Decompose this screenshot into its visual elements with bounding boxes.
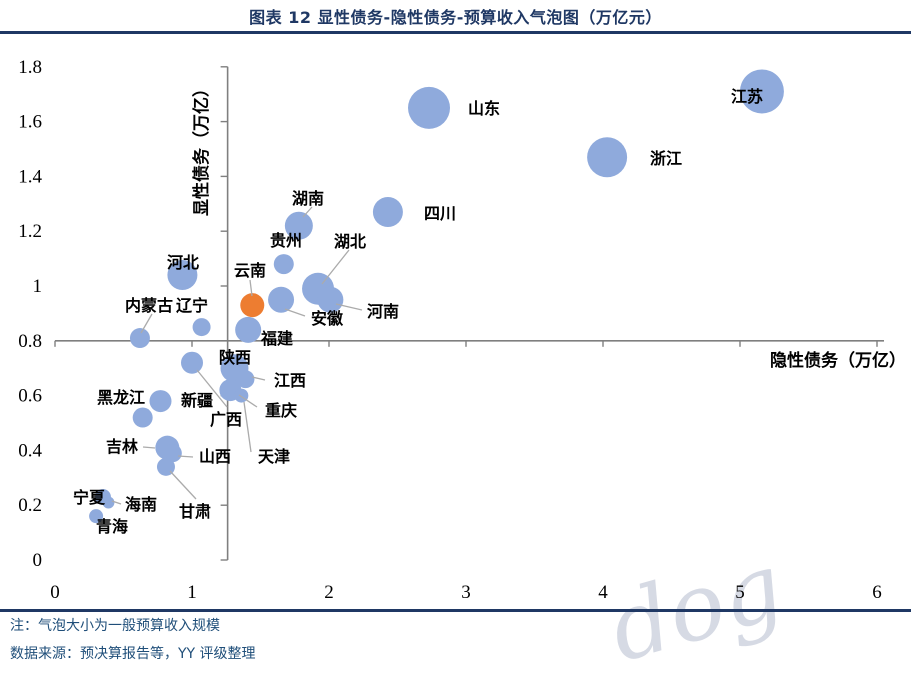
y-axis-tick-label: 0.6 (18, 386, 42, 407)
x-axis-title: 隐性债务（万亿） (770, 350, 906, 371)
x-axis-tick-label: 2 (324, 582, 334, 603)
y-axis-title: 显性债务（万亿） (191, 80, 212, 216)
province-label: 云南 (234, 261, 266, 280)
province-bubble (192, 318, 211, 337)
province-label: 吉林 (106, 437, 138, 456)
leader-line (335, 303, 363, 311)
province-label: 内蒙古 (125, 296, 173, 315)
chart-note: 注：气泡大小为一般预算收入规模 (10, 618, 220, 634)
province-label: 广西 (210, 410, 242, 429)
x-axis-tick-label: 6 (872, 582, 882, 603)
province-label: 山西 (199, 447, 231, 466)
chart-title: 图表 12 显性债务-隐性债务-预算收入气泡图（万亿元） (249, 8, 662, 27)
province-bubble (129, 328, 150, 349)
province-bubble (273, 254, 294, 275)
province-bubble (149, 390, 172, 413)
province-bubble (240, 293, 265, 318)
y-axis-tick-label: 1.8 (18, 57, 42, 78)
title-divider (0, 31, 911, 34)
leader-line (284, 308, 306, 317)
leader-line (302, 206, 313, 218)
province-bubble (317, 286, 344, 313)
province-label: 山东 (468, 99, 500, 118)
chart-source: 数据来源：预决算报告等，YY 评级整理 (10, 646, 256, 662)
province-bubble (167, 260, 198, 291)
province-bubble (236, 370, 255, 389)
province-bubble (408, 86, 451, 129)
y-axis-tick-label: 1.4 (18, 166, 42, 187)
x-axis-tick-label: 3 (461, 582, 471, 603)
y-axis-tick-label: 1 (33, 276, 43, 297)
province-bubble (132, 407, 153, 428)
y-axis-tick-label: 1.6 (18, 112, 42, 133)
y-axis-tick-label: 0.4 (18, 440, 42, 461)
leader-line (243, 401, 252, 453)
province-label: 海南 (125, 495, 157, 514)
province-label: 福建 (260, 329, 293, 348)
y-axis-tick-label: 1.2 (18, 221, 42, 242)
province-label: 江苏 (731, 87, 763, 106)
leader-line (321, 249, 350, 285)
province-label: 安徽 (311, 309, 344, 328)
province-label: 湖北 (334, 232, 366, 251)
leader-line (111, 500, 122, 505)
province-label: 新疆 (181, 391, 213, 410)
province-label: 浙江 (650, 149, 682, 168)
leader-line (196, 369, 228, 408)
province-label: 黑龙江 (97, 388, 145, 407)
province-bubble (739, 69, 784, 114)
province-label: 重庆 (265, 401, 297, 420)
province-bubble (102, 496, 115, 509)
leader-line (238, 394, 258, 408)
y-axis-tick-label: 0.8 (18, 331, 42, 352)
leader-line (169, 470, 197, 500)
y-axis-tick-label: 0.2 (18, 495, 42, 516)
province-label: 四川 (424, 204, 456, 223)
province-bubble (181, 351, 203, 374)
leader-line (142, 446, 156, 449)
province-bubble (163, 444, 182, 463)
province-bubble (587, 137, 628, 178)
province-label: 河北 (167, 253, 199, 272)
province-label: 天津 (258, 447, 290, 466)
leader-line (249, 279, 253, 297)
bubble-chart: 0 1 2 3 4 5 6 0 0.2 0.4 0.6 0.8 1 1.2 1.4 1.6 1.8 隐性债务（万亿… (18, 57, 906, 603)
x-axis-tick-label: 0 (50, 582, 60, 603)
leader-line (177, 455, 194, 458)
x-axis-tick-label: 4 (598, 582, 608, 603)
province-bubble (268, 286, 295, 313)
province-label: 宁夏 (73, 488, 106, 507)
province-label: 江西 (274, 371, 306, 390)
leader-line (251, 376, 266, 381)
province-label: 青海 (96, 517, 128, 536)
province-label: 贵州 (270, 231, 302, 250)
province-label: 辽宁 (176, 296, 208, 315)
province-label: 湖南 (292, 189, 324, 208)
province-bubble (372, 197, 403, 228)
x-axis-tick-label: 1 (187, 582, 197, 603)
province-bubble (89, 509, 104, 524)
x-axis-tick-label: 5 (735, 582, 745, 603)
province-label: 甘肃 (179, 502, 211, 521)
province-label: 陕西 (219, 348, 251, 367)
province-label: 河南 (367, 302, 399, 321)
province-bubble (284, 211, 313, 240)
footer-divider (0, 609, 911, 612)
y-axis-tick-label: 0 (33, 550, 43, 571)
leader-line (140, 313, 153, 334)
province-bubble (235, 316, 262, 343)
